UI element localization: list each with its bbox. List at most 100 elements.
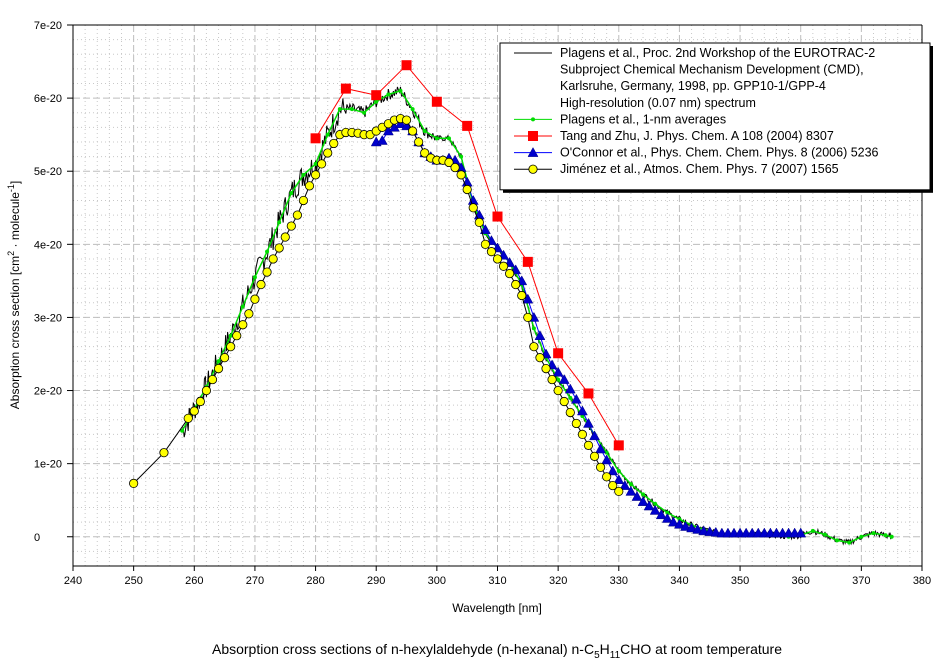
data-point [653, 501, 658, 506]
data-point [277, 220, 282, 225]
data-point [674, 518, 685, 529]
data-point [577, 429, 588, 440]
data-point [541, 364, 551, 374]
legend-entry-text: O'Connor et al., Phys. Chem. Chem. Phys.… [560, 146, 879, 160]
data-point [459, 154, 464, 159]
x-tick-label: 350 [731, 575, 749, 587]
legend-box [499, 42, 931, 191]
data-point [401, 115, 412, 125]
data-point [692, 523, 704, 534]
data-point [252, 275, 257, 280]
data-point [195, 396, 205, 407]
data-point [568, 395, 573, 400]
data-point [564, 383, 576, 394]
data-point [655, 509, 667, 520]
data-point [616, 468, 621, 473]
data-point [498, 261, 509, 271]
data-point [871, 531, 876, 536]
data-point [492, 254, 503, 264]
data-point [492, 211, 503, 222]
data-point [129, 478, 139, 488]
data-point [511, 279, 521, 290]
legend-swatch-marker [528, 131, 538, 141]
data-point [250, 294, 260, 304]
data-point [810, 528, 815, 533]
x-tick-label: 310 [488, 575, 506, 587]
data-point [220, 353, 230, 363]
x-tick-label: 320 [549, 575, 567, 587]
x-tick-label: 250 [124, 575, 142, 587]
x-tick-label: 270 [246, 575, 264, 587]
data-point [232, 331, 242, 341]
x-tick-label: 380 [913, 575, 931, 587]
data-point [238, 320, 248, 330]
x-tick-label: 300 [428, 575, 446, 587]
data-point [667, 516, 679, 527]
data-point [434, 136, 439, 141]
data-point [256, 279, 266, 290]
data-point [628, 482, 633, 487]
data-point [552, 366, 564, 377]
data-point [201, 385, 212, 396]
data-point [401, 60, 412, 71]
x-axis-label: Wavelength [nm] [452, 601, 542, 615]
data-point [595, 462, 606, 472]
data-point [565, 407, 575, 418]
data-point [535, 353, 545, 363]
data-point [329, 138, 339, 149]
data-point [183, 413, 193, 423]
data-point [207, 374, 218, 385]
data-point [289, 191, 294, 196]
data-point [883, 533, 888, 538]
data-point [529, 342, 539, 352]
data-point [595, 443, 607, 454]
data-point [607, 465, 619, 476]
data-point [643, 500, 655, 511]
data-point [553, 348, 564, 359]
data-point [374, 99, 379, 104]
data-point [313, 161, 318, 166]
data-point [531, 326, 536, 331]
axes: 240 250 260 270 280 290 300 310 320 330 340 350 360 3… [34, 20, 931, 587]
y-tick-label: 1e-20 [34, 459, 62, 471]
data-point [371, 90, 382, 101]
data-point [244, 309, 254, 319]
data-point [534, 330, 546, 340]
data-point [604, 450, 609, 455]
x-tick-label: 280 [306, 575, 324, 587]
data-point [589, 451, 600, 461]
data-point [835, 538, 840, 543]
data-point [462, 184, 472, 195]
series-layer [129, 60, 894, 546]
data-point [795, 527, 807, 538]
y-tick-label: 0 [34, 532, 40, 544]
data-point [522, 293, 534, 304]
y-tick-label: 3e-20 [34, 312, 62, 324]
data-point [468, 203, 478, 213]
data-point [446, 136, 451, 141]
data-point [386, 92, 391, 97]
data-point [665, 510, 670, 515]
data-point [340, 83, 351, 94]
y-tick-label: 6e-20 [34, 93, 62, 105]
data-point [556, 377, 561, 382]
x-tick-label: 330 [610, 575, 628, 587]
y-tick-label: 4e-20 [34, 239, 62, 251]
legend-entry-text: Karlsruhe, Germany, 1998, pp. GPP10-1/GP… [560, 79, 826, 93]
data-point [376, 134, 388, 145]
data-point [292, 210, 302, 220]
data-point [422, 129, 427, 134]
x-tick-label: 290 [367, 575, 385, 587]
data-point [889, 534, 894, 539]
data-point [323, 148, 333, 158]
data-point [304, 181, 315, 191]
data-point [301, 172, 306, 177]
data-point [274, 243, 284, 253]
x-tick-label: 340 [670, 575, 688, 587]
data-point [661, 512, 673, 523]
data-point [576, 405, 588, 416]
data-point [641, 492, 646, 497]
data-point [216, 359, 221, 364]
data-point [559, 396, 569, 407]
